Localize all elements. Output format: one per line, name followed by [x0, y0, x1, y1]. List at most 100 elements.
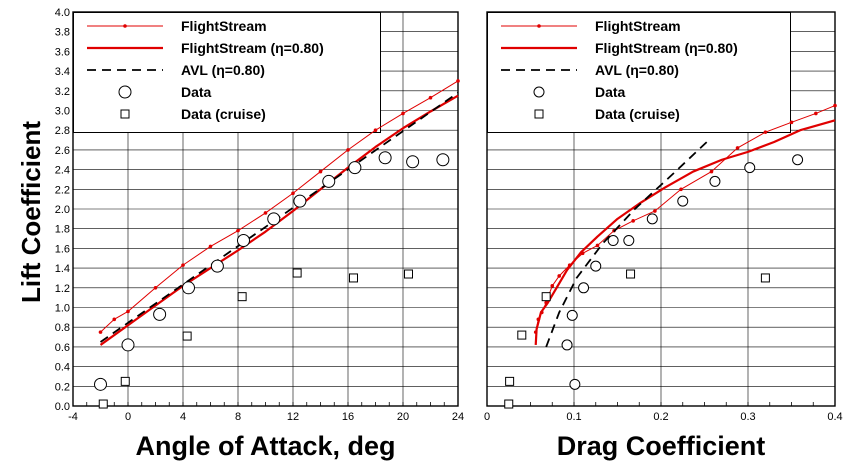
legend-entry: AVL (η=0.80) — [87, 62, 265, 78]
data-point — [517, 330, 527, 340]
data-point — [236, 228, 240, 233]
data-point — [677, 195, 689, 207]
legend-entry: Data (cruise) — [534, 106, 680, 122]
legend-entry: FlightStream (η=0.80) — [87, 40, 324, 56]
data-point — [436, 153, 450, 167]
legend-entry: FlightStream (η=0.80) — [501, 40, 738, 56]
data-point — [120, 376, 130, 386]
data-point — [208, 244, 213, 249]
data-point — [653, 209, 657, 213]
x-tick-label: 16 — [342, 411, 354, 423]
data-point — [322, 174, 336, 188]
data-point — [237, 234, 250, 248]
data-point — [569, 378, 581, 390]
x-axis-label: Angle of Attack, deg — [135, 431, 395, 461]
y-tick-label: 1.0 — [55, 303, 70, 315]
data-point — [291, 191, 295, 196]
data-point — [406, 155, 420, 169]
data-point — [709, 175, 721, 187]
y-tick-label: 1.2 — [55, 283, 70, 295]
legend-entry: Data (cruise) — [120, 106, 266, 122]
data-point — [505, 376, 515, 386]
y-tick-label: 1.8 — [55, 224, 70, 236]
y-tick-label: 2.2 — [55, 184, 70, 196]
legend-swatch-marker — [120, 109, 130, 119]
plot-frame — [72, 11, 459, 407]
y-tick-label: 1.4 — [55, 263, 70, 275]
legend-label: FlightStream (η=0.80) — [595, 40, 738, 56]
legend-entry: Data — [533, 84, 626, 100]
data-point — [623, 235, 635, 247]
data-point — [153, 286, 158, 290]
y-tick-label: 2.4 — [55, 165, 70, 177]
data-point — [153, 307, 167, 321]
data-point — [541, 292, 551, 302]
legend-label: AVL (η=0.80) — [595, 62, 679, 78]
legend-swatch-marker — [534, 109, 544, 119]
data-point — [112, 317, 117, 322]
legend-swatch-marker — [123, 24, 127, 28]
y-axis-label: Lift Coefficient — [16, 121, 46, 303]
chart-drag-coefficient: 0 0.1 0.2 0.3 0.4 Drag Coefficient FlightStrea… — [484, 11, 843, 461]
y-tick-label: 0.4 — [55, 362, 70, 374]
data-point — [595, 243, 600, 248]
data-point — [792, 154, 804, 166]
data-point — [267, 212, 281, 226]
x-tick-label: 0 — [125, 411, 131, 423]
series-line — [535, 105, 836, 333]
x-tick-label: 0.3 — [740, 411, 755, 423]
legend-label: Data — [595, 84, 626, 100]
y-tick-label: 2.6 — [55, 145, 70, 157]
data-point — [292, 268, 302, 278]
y-tick-label: 0.6 — [55, 342, 70, 354]
x-tick-label: -4 — [68, 411, 78, 423]
data-point — [94, 377, 107, 391]
data-point — [814, 111, 818, 116]
data-point — [98, 330, 103, 334]
data-point — [456, 79, 460, 83]
data-point — [833, 103, 837, 108]
legend-swatch-marker — [118, 85, 132, 99]
data-point — [237, 292, 247, 302]
legend-label: AVL (η=0.80) — [181, 62, 265, 78]
data-point — [504, 399, 514, 409]
data-point — [631, 219, 635, 223]
series-open-circles — [561, 154, 804, 390]
legend-label: Data — [181, 84, 212, 100]
series-open-circles — [94, 151, 450, 391]
data-point — [263, 211, 268, 215]
x-tick-label: 24 — [452, 411, 464, 423]
legend-swatch-marker — [533, 86, 545, 98]
data-point — [210, 259, 224, 273]
plot-frame — [486, 11, 836, 407]
legend-label: Data (cruise) — [181, 106, 266, 122]
data-point — [404, 269, 413, 279]
x-tick-label: 12 — [287, 411, 299, 423]
legend-label: Data (cruise) — [595, 106, 680, 122]
data-point — [550, 284, 555, 288]
y-tick-label: 0.2 — [55, 381, 70, 393]
y-tick-label: 3.4 — [55, 66, 70, 78]
data-point — [561, 339, 573, 351]
series-thick-red-line — [534, 119, 836, 345]
x-tick-label: 0.2 — [653, 411, 668, 423]
series-open-squares — [504, 269, 770, 409]
data-point — [590, 260, 602, 272]
data-point — [428, 95, 433, 100]
data-point — [557, 274, 562, 278]
legend-entry: AVL (η=0.80) — [501, 62, 679, 78]
y-tick-label: 2.0 — [55, 204, 70, 216]
y-tick-label: 4.0 — [55, 7, 70, 19]
x-axis-label: Drag Coefficient — [557, 431, 766, 461]
data-point — [318, 169, 323, 174]
data-point — [646, 213, 658, 225]
y-tick-label: 3.8 — [55, 27, 70, 39]
data-point — [348, 161, 362, 175]
y-tick-label: 3.6 — [55, 46, 70, 58]
data-point — [126, 309, 130, 314]
series-thin-red-line-dots — [533, 103, 837, 334]
legend-entry: FlightStream — [87, 18, 267, 34]
x-tick-label: 0.4 — [827, 411, 842, 423]
data-point — [378, 151, 392, 165]
